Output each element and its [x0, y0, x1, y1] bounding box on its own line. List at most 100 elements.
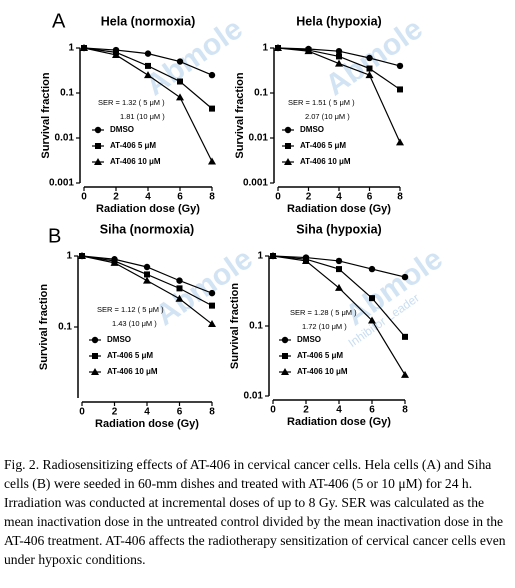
- y-tick-label: 1: [66, 251, 72, 262]
- legend-marker: [91, 368, 99, 375]
- x-tick-label: 2: [303, 405, 309, 416]
- x-tick-label: 2: [306, 192, 312, 203]
- x-axis-label: Radiation dose (Gy): [287, 416, 391, 428]
- point: [368, 316, 376, 324]
- y-tick-label: 0.1: [249, 321, 263, 332]
- y-tick-label: 0.01: [55, 133, 75, 144]
- point: [366, 65, 373, 72]
- x-tick-label: 0: [81, 192, 87, 203]
- panel-label: B: [48, 225, 61, 247]
- legend-label: AT-406 5 μM: [297, 351, 343, 360]
- annotation: 2.07 (10 μM ): [305, 112, 350, 121]
- y-tick-label: 0.01: [244, 391, 264, 402]
- point: [396, 138, 404, 146]
- x-tick-label: 4: [144, 407, 150, 418]
- point: [80, 44, 88, 51]
- y-tick-label: 0.1: [254, 88, 268, 99]
- point: [176, 58, 184, 65]
- point: [401, 273, 409, 281]
- point: [176, 277, 183, 284]
- y-tick-label: 0.01: [249, 133, 269, 144]
- legend-label: DMSO: [110, 125, 134, 134]
- figure: A B Abmole Abmole Abmole Abmole Inhibito…: [38, 10, 449, 430]
- x-tick-label: 8: [209, 407, 215, 418]
- caption: Fig. 2. Radiosensitizing effects of AT-4…: [4, 457, 506, 567]
- point: [336, 53, 342, 60]
- chart-title: Hela (normoxia): [101, 14, 195, 28]
- annotation: SER = 1.51 ( 5 μM ): [288, 98, 355, 107]
- annotation: SER = 1.28 ( 5 μM ): [290, 308, 357, 317]
- annotation: 1.43 (10 μM ): [112, 319, 157, 328]
- x-tick-label: 6: [367, 192, 373, 203]
- legend-marker: [284, 126, 292, 134]
- point: [143, 263, 151, 271]
- x-tick-label: 8: [402, 405, 408, 416]
- point: [335, 257, 343, 265]
- point: [369, 295, 375, 302]
- legend-label: DMSO: [297, 335, 321, 344]
- point: [366, 54, 373, 62]
- legend-marker: [281, 336, 289, 344]
- legend-label: AT-406 10 μM: [300, 157, 351, 166]
- y-axis-label: Survival fraction: [229, 283, 241, 369]
- panel-label: A: [52, 10, 66, 32]
- point: [78, 252, 86, 259]
- y-axis-label: Survival fraction: [234, 72, 246, 158]
- x-tick-label: 6: [177, 192, 183, 203]
- y-tick-label: 1: [262, 43, 268, 54]
- x-tick-label: 6: [177, 407, 183, 418]
- point: [335, 59, 343, 67]
- x-tick-label: 4: [336, 405, 342, 416]
- point: [177, 78, 183, 85]
- point: [365, 71, 374, 79]
- point: [208, 320, 216, 328]
- legend-marker: [94, 158, 102, 165]
- legend-marker: [285, 143, 291, 149]
- legend-label: AT-406 5 μM: [110, 141, 156, 150]
- y-axis-label: Survival fraction: [40, 72, 52, 158]
- legend-marker: [91, 336, 99, 344]
- point: [176, 93, 184, 101]
- point: [143, 276, 151, 284]
- legend-label: AT-406 10 μM: [107, 367, 158, 376]
- point: [144, 271, 150, 278]
- point: [144, 50, 152, 57]
- point: [209, 302, 215, 309]
- legend-label: AT-406 10 μM: [297, 367, 348, 376]
- legend-label: DMSO: [300, 125, 324, 134]
- point: [402, 333, 408, 340]
- annotation: SER = 1.32 ( 5 μM ): [98, 98, 165, 107]
- point: [269, 252, 277, 259]
- legend-label: AT-406 5 μM: [300, 141, 346, 150]
- x-axis-label: Radiation dose (Gy): [96, 203, 200, 215]
- point: [335, 283, 343, 291]
- point: [396, 62, 404, 70]
- legend-marker: [281, 368, 289, 375]
- chart-title: Siha (normoxia): [100, 222, 194, 236]
- y-axis-label: Survival fraction: [38, 284, 50, 370]
- point: [208, 289, 216, 297]
- point: [144, 71, 152, 79]
- legend-marker: [94, 126, 102, 134]
- y-tick-label: 1: [68, 43, 74, 54]
- legend-label: DMSO: [107, 335, 131, 344]
- x-tick-label: 2: [113, 192, 119, 203]
- point: [145, 62, 151, 69]
- point: [304, 47, 313, 55]
- legend-marker: [282, 353, 288, 359]
- annotation: 1.72 (10 μM ): [302, 322, 347, 331]
- point: [176, 285, 183, 292]
- x-tick-label: 0: [270, 405, 276, 416]
- point: [368, 265, 376, 273]
- chart-title: Siha (hypoxia): [296, 222, 381, 236]
- x-tick-label: 4: [145, 192, 151, 203]
- annotation: 1.81 (10 μM ): [120, 112, 165, 121]
- legend-label: AT-406 10 μM: [110, 157, 161, 166]
- point: [209, 105, 215, 112]
- x-tick-label: 8: [397, 192, 403, 203]
- point: [110, 258, 119, 266]
- legend-marker: [95, 143, 101, 149]
- point: [335, 47, 343, 55]
- x-tick-label: 8: [209, 192, 215, 203]
